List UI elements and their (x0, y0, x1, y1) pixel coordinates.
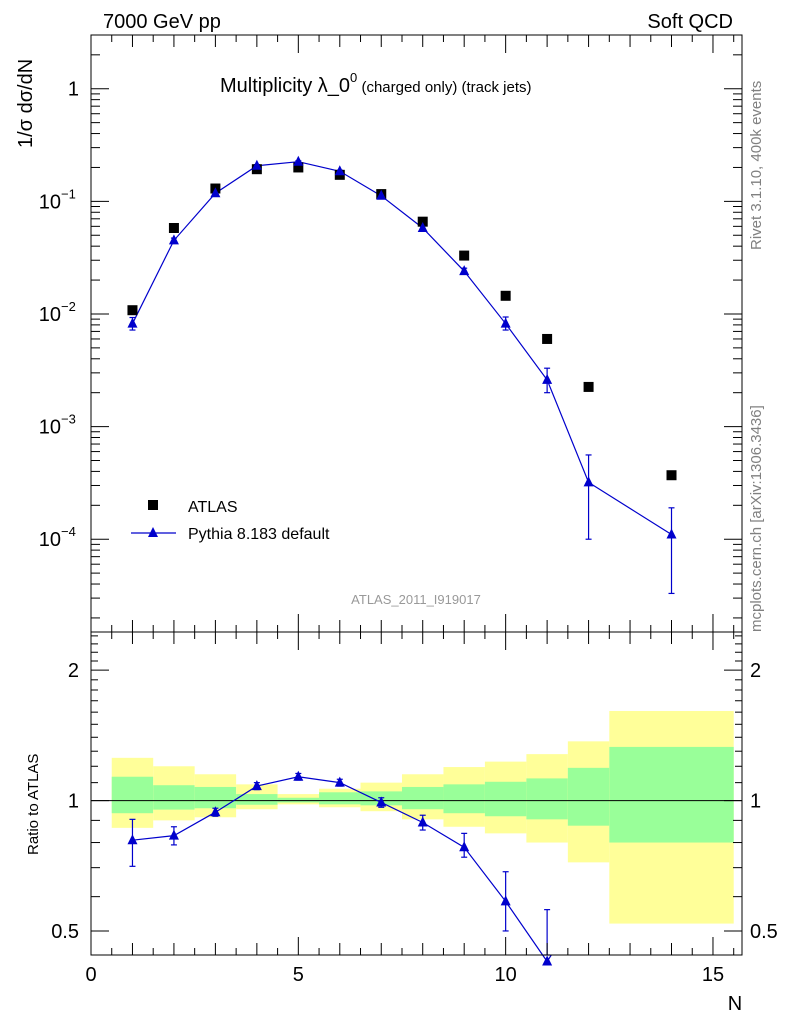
atlas-data-point (500, 290, 511, 301)
pythia-data-point (666, 528, 677, 539)
ratio-data-point (334, 776, 345, 787)
legend-pythia-label: Pythia 8.183 default (188, 526, 330, 543)
pythia-data-point (583, 476, 594, 487)
main-y-tick-label: 1 (68, 79, 79, 101)
ratio-y-tick-label: 2 (68, 660, 79, 682)
x-tick-label: 0 (85, 964, 96, 986)
atlas-data-point (168, 222, 179, 233)
ratio-data-point (293, 770, 304, 781)
ratio-data-point (210, 806, 221, 817)
ratio-band-inner (153, 785, 195, 810)
main-y-tick-exponent: −2 (61, 299, 76, 314)
ratio-band-inner (194, 786, 237, 809)
chart-title-suffix: (charged only) (track jets) (357, 79, 531, 96)
ratio-band-inner (443, 784, 485, 814)
ratio-y-tick-label-right: 1 (750, 791, 761, 813)
ratio-data-point (500, 895, 511, 906)
atlas-data-point (542, 333, 553, 344)
x-tick-label: 10 (495, 964, 517, 986)
legend-atlas-label: ATLAS (188, 499, 238, 516)
pythia-data-point (210, 187, 221, 198)
main-y-tick-exponent: −1 (61, 186, 76, 201)
header-process-label: Soft QCD (647, 11, 733, 33)
ratio-data-point (542, 955, 553, 966)
chart-title-main: Multiplicity λ_0 (220, 75, 350, 97)
atlas-data-point (666, 470, 677, 481)
atlas-data-point (583, 381, 594, 392)
chart-title-superscript: 0 (350, 70, 357, 85)
pythia-data-point (500, 317, 511, 328)
ratio-band-inner (567, 767, 610, 826)
main-y-tick-label: 10 (39, 529, 61, 551)
x-axis-label: N (728, 993, 742, 1015)
x-tick-label: 15 (702, 964, 724, 986)
pythia-data-point (334, 165, 345, 176)
ratio-band-inner (484, 781, 527, 817)
main-y-tick-label: 10 (39, 304, 61, 326)
ratio-band-inner (609, 746, 734, 843)
atlas-data-point (417, 216, 428, 227)
ratio-data-point (127, 834, 138, 845)
pythia-series-line (131, 161, 672, 536)
x-tick-label: 5 (293, 964, 304, 986)
ratio-panel: 0.5 0.5 1 1 2 2 0 5 10 15 Ratio to ATLAS N (25, 631, 778, 1015)
pythia-data-point (417, 221, 428, 232)
legend: ATLAS Pythia 8.183 default (131, 499, 330, 543)
main-y-tick-label: 10 (39, 191, 61, 213)
main-y-axis-label: 1/σ dσ/dN (15, 59, 37, 148)
ratio-y-axis-label: Ratio to ATLAS (25, 754, 42, 855)
main-y-tick-exponent: −3 (61, 412, 76, 427)
chart-title: Multiplicity λ_00 (charged only) (track … (220, 70, 532, 97)
legend-atlas-marker (148, 500, 158, 510)
ratio-data-point (417, 816, 428, 827)
main-y-tick-exponent: −4 (61, 524, 76, 539)
analysis-id-label: ATLAS_2011_I919017 (351, 592, 481, 607)
ratio-band-inner (526, 778, 568, 820)
pythia-data-point (542, 373, 553, 384)
legend-pythia-marker (148, 527, 158, 537)
ratio-data-point (168, 829, 179, 840)
main-panel: 110−110−210−310−4 Multiplicity λ_00 (cha… (15, 34, 743, 633)
ratio-data-point (459, 841, 470, 852)
pythia-data-point (376, 189, 387, 200)
ratio-y-tick-label: 0.5 (51, 921, 79, 943)
ratio-y-tick-label-right: 2 (750, 660, 761, 682)
pythia-data-point (293, 155, 304, 166)
ratio-band-inner (401, 786, 444, 810)
ratio-data-point (251, 780, 262, 791)
ratio-y-tick-label-right: 0.5 (750, 921, 778, 943)
ratio-band-inner (319, 792, 361, 805)
atlas-data-point (459, 250, 470, 261)
ratio-band-inner (111, 776, 154, 814)
ratio-band-inner (236, 794, 278, 805)
atlas-data-point (127, 305, 138, 316)
ratio-y-tick-label: 1 (68, 791, 79, 813)
atlas-data-point (293, 162, 304, 173)
ratio-frame (90, 631, 743, 956)
pythia-data-point (168, 234, 179, 245)
main-y-tick-label: 10 (39, 417, 61, 439)
mcplots-credit-label: mcplots.cern.ch [arXiv:1306.3436] (748, 405, 765, 632)
pythia-data-point (459, 265, 470, 276)
header-energy-label: 7000 GeV pp (103, 11, 221, 33)
rivet-version-label: Rivet 3.1.10, 400k events (748, 81, 765, 250)
pythia-data-point (127, 317, 138, 328)
ratio-data-point (376, 796, 387, 807)
pythia-data-point (251, 159, 262, 170)
